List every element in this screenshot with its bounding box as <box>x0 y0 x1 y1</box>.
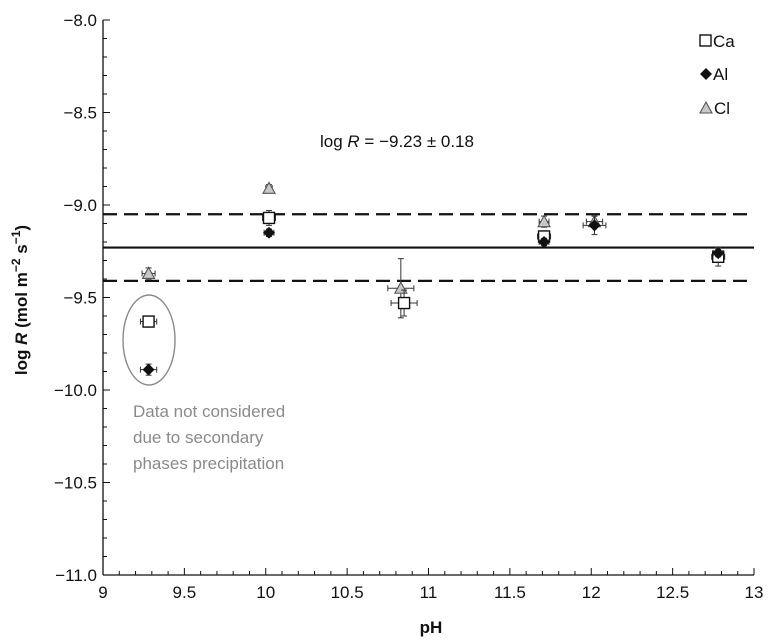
y-tick-label: −10.0 <box>54 381 97 400</box>
x-tick-label: 10 <box>256 583 275 602</box>
y-title-units: (mol m <box>12 272 31 332</box>
x-tick-label: 10.5 <box>331 583 364 602</box>
excluded-note-line-1: Data not considered <box>133 402 285 421</box>
y-title-exp1: −2 <box>9 258 23 272</box>
legend-ca-marker <box>699 34 712 47</box>
excluded-data-ellipse <box>122 294 176 386</box>
cl-point <box>537 214 551 228</box>
y-tick-label: −8.0 <box>63 11 97 30</box>
y-tick-label: −8.5 <box>63 104 97 123</box>
y-title-prefix: log <box>12 345 31 375</box>
x-tick-label: 13 <box>745 583 764 602</box>
y-tick-label: −11.0 <box>55 566 97 585</box>
y-tick-label: −9.0 <box>63 196 97 215</box>
x-tick-label: 12 <box>582 583 601 602</box>
x-tick-label: 11.5 <box>494 583 526 602</box>
x-tick-label: 9.5 <box>173 583 197 602</box>
x-tick-label: 11 <box>420 583 438 602</box>
al-point <box>588 219 601 232</box>
excluded-note-line-2: due to secondary <box>133 428 264 447</box>
data-points <box>139 181 726 376</box>
formula-var: R <box>347 132 359 151</box>
x-axis-title: pH <box>420 618 443 637</box>
ca-point <box>397 296 411 310</box>
formula-annotation: log R = −9.23 ± 0.18 <box>320 132 474 151</box>
y-title-suffix: ) <box>12 225 31 231</box>
formula-rest: = −9.23 ± 0.18 <box>360 132 474 151</box>
y-tick-label: −10.5 <box>54 474 97 493</box>
y-title-mid: s <box>12 244 31 258</box>
legend-al-label: Al <box>713 65 728 84</box>
legend-al-marker <box>700 68 712 80</box>
excluded-note-line-3: phases precipitation <box>133 454 284 473</box>
al-point <box>142 363 155 376</box>
al-point <box>712 247 725 260</box>
legend: Ca Al Cl <box>699 32 735 118</box>
ca-point <box>262 211 276 225</box>
legend-cl-label: Cl <box>714 99 730 118</box>
y-title-var: R <box>12 332 31 345</box>
x-tick-label: 12.5 <box>656 583 689 602</box>
legend-ca-label: Ca <box>713 32 735 51</box>
y-axis-title: log R (mol m−2 s−1) <box>9 225 31 375</box>
formula-prefix: log <box>320 132 347 151</box>
cl-point <box>262 181 276 194</box>
ca-point <box>142 315 155 328</box>
reference-lines <box>103 213 754 282</box>
y-tick-label: −9.5 <box>63 289 97 308</box>
x-tick-label: 9 <box>98 583 107 602</box>
axes: −11.0 −10.5 −10.0 −9.5 −9.0 −8.5 −8.0 9 9.5 10 10.… <box>54 11 763 602</box>
y-title-exp2: −1 <box>9 230 23 244</box>
legend-cl-marker <box>699 100 713 114</box>
cl-point <box>141 266 156 279</box>
al-point <box>263 226 276 239</box>
al-point <box>538 236 551 248</box>
